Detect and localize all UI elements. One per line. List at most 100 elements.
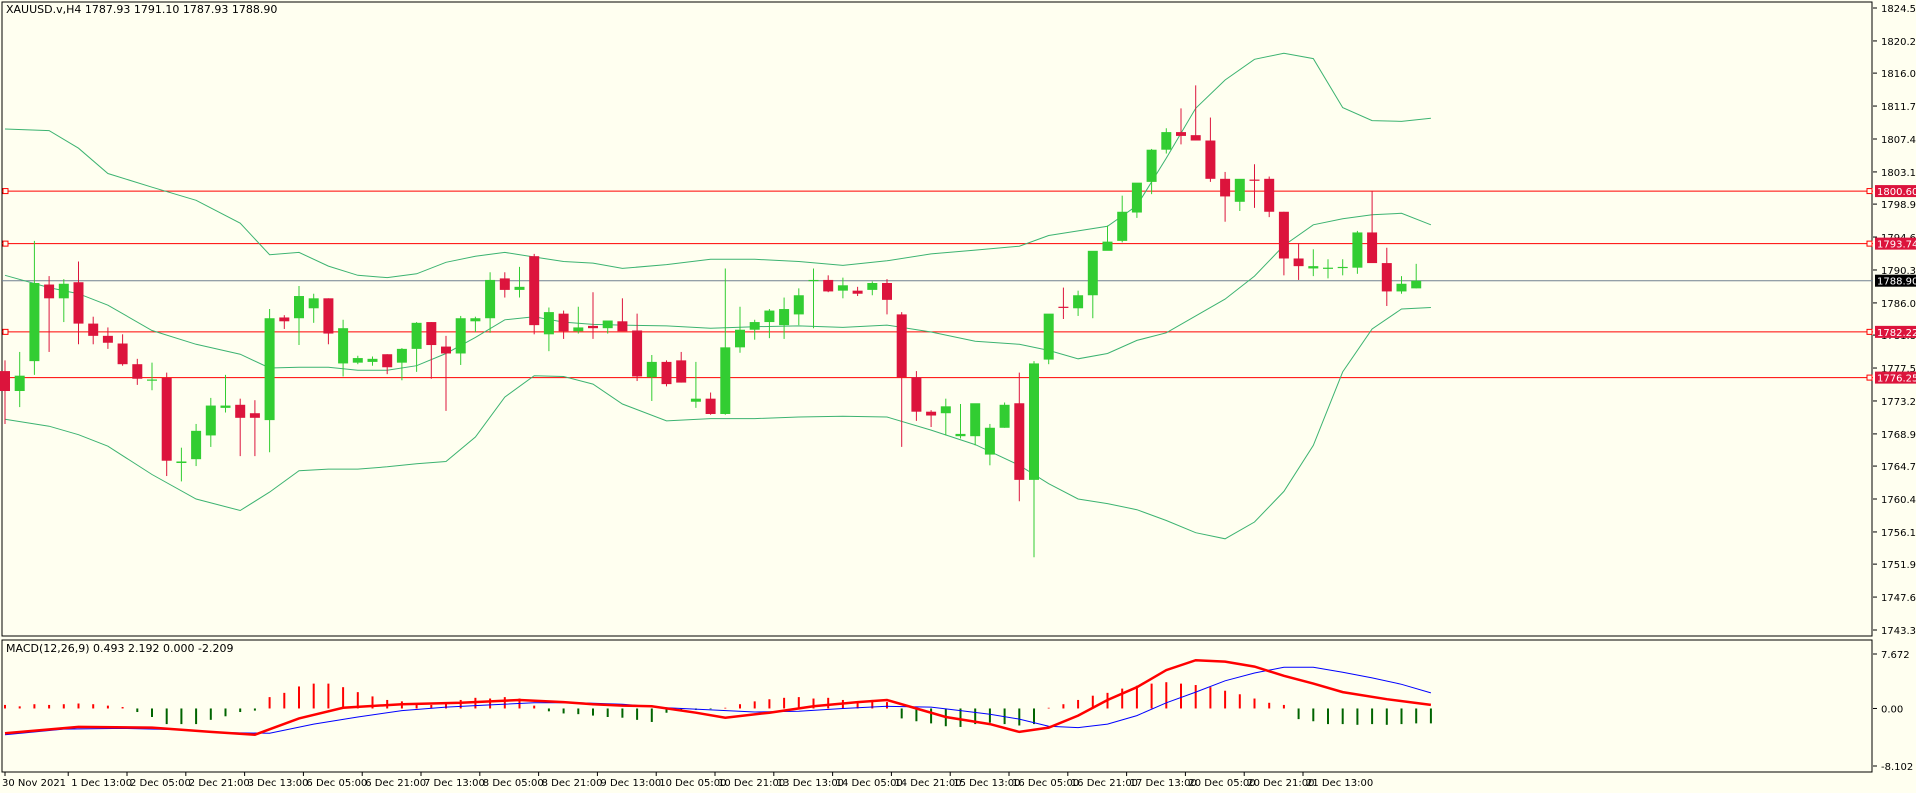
- bull-candle: [1323, 267, 1333, 269]
- time-tick-label: 15 Dec 13:00: [953, 778, 1020, 789]
- level-tag-label: 1776.25: [1877, 374, 1916, 385]
- price-tick-label: 1816.00: [1881, 69, 1916, 80]
- bear-candle: [896, 314, 907, 378]
- bear-candle: [882, 282, 892, 300]
- bull-candle: [1234, 178, 1245, 202]
- level-anchor[interactable]: [1866, 188, 1873, 195]
- bull-candle: [14, 375, 25, 392]
- bear-candle: [852, 290, 863, 294]
- bull-candle: [58, 283, 69, 299]
- time-tick-label: 14 Dec 21:00: [894, 778, 961, 789]
- bull-candle: [338, 328, 349, 364]
- price-tick-label: 1777.50: [1881, 364, 1916, 375]
- time-tick-label: 10 Dec 05:00: [659, 778, 726, 789]
- bull-candle: [764, 310, 775, 323]
- bear-candle: [1278, 211, 1289, 259]
- price-tick-label: 1798.90: [1881, 200, 1916, 211]
- bear-candle: [926, 411, 937, 416]
- bull-candle: [352, 358, 363, 363]
- price-tick-label: 1764.70: [1881, 462, 1916, 473]
- bear-candle: [132, 364, 143, 379]
- level-anchor[interactable]: [2, 328, 9, 335]
- bear-candle: [1367, 232, 1378, 264]
- bear-candle: [426, 322, 437, 346]
- bull-candle: [264, 318, 275, 421]
- level-anchor[interactable]: [1866, 240, 1873, 247]
- level-tag-label: 1782.22: [1877, 328, 1916, 339]
- level-tag-bg: [1875, 325, 1916, 338]
- bull-candle: [191, 430, 202, 460]
- bear-candle: [1190, 135, 1201, 141]
- time-tick-label: 21 Dec 13:00: [1306, 778, 1373, 789]
- bull-candle: [470, 318, 481, 322]
- bull-candle: [543, 312, 554, 335]
- level-anchor[interactable]: [2, 188, 9, 195]
- bull-candle: [808, 279, 819, 282]
- bear-candle: [617, 321, 628, 332]
- level-tag-label: 1788.90: [1877, 277, 1916, 288]
- bull-candle: [205, 405, 216, 436]
- bull-candle: [1146, 149, 1157, 182]
- bull-candle: [573, 327, 584, 332]
- bull-candle: [1337, 266, 1348, 269]
- bear-candle: [0, 371, 10, 392]
- time-tick-label: 9 Dec 13:00: [600, 778, 661, 789]
- time-tick-label: 8 Dec 05:00: [483, 778, 544, 789]
- time-tick-label: 30 Nov 2021: [2, 778, 66, 789]
- time-tick-label: 20 Dec 21:00: [1247, 778, 1314, 789]
- bull-candle: [1411, 280, 1422, 289]
- bull-candle: [793, 295, 804, 315]
- bear-candle: [235, 404, 246, 418]
- bull-candle: [514, 286, 525, 290]
- price-tick-label: 1790.30: [1881, 266, 1916, 277]
- price-tick-label: 1811.70: [1881, 102, 1916, 113]
- bear-candle: [382, 354, 393, 368]
- bear-candle: [73, 282, 84, 324]
- bear-candle: [161, 377, 172, 461]
- time-tick-label: 7 Dec 13:00: [424, 778, 485, 789]
- bull-candle: [294, 296, 304, 319]
- bull-candle: [367, 358, 378, 362]
- bull-candle: [1073, 295, 1084, 309]
- price-tick-label: 1756.10: [1881, 528, 1916, 539]
- bull-candle: [308, 298, 319, 309]
- price-tick-label: 1743.30: [1881, 626, 1916, 637]
- bull-candle: [720, 347, 731, 414]
- bollinger-upper-line: [4, 52, 1431, 279]
- bull-candle: [485, 279, 496, 319]
- level-anchor[interactable]: [2, 240, 9, 247]
- level-anchor[interactable]: [1866, 328, 1873, 335]
- bull-candle: [1087, 250, 1098, 296]
- bear-candle: [499, 278, 510, 290]
- level-tags: 1800.60 1793.74 1782.22 1776.25 1788.90: [1875, 185, 1916, 385]
- level-tag-label: 1800.60: [1877, 187, 1916, 198]
- macd-panel[interactable]: [1, 639, 1873, 773]
- time-tick-label: 6 Dec 21:00: [365, 778, 426, 789]
- bull-candle: [396, 348, 407, 363]
- bear-candle: [705, 398, 716, 414]
- macd-axis: 7.672 0.00 -8.102: [1873, 650, 1913, 773]
- bollinger-lower-line: [4, 307, 1431, 540]
- bull-candle: [602, 320, 613, 329]
- time-tick-label: 17 Dec 13:00: [1130, 778, 1197, 789]
- bull-candle: [1043, 313, 1054, 360]
- bull-candle: [955, 433, 966, 437]
- bear-candle: [1264, 178, 1275, 212]
- bull-candle: [1161, 132, 1172, 150]
- bear-candle: [102, 335, 113, 343]
- time-tick-label: 16 Dec 21:00: [1071, 778, 1138, 789]
- bear-candle: [249, 413, 260, 418]
- price-axis: 1824.50 1820.20 1816.00 1811.70 1807.40 1803.…: [1873, 4, 1916, 637]
- bear-candle: [279, 317, 290, 322]
- macd-main-line: [4, 658, 1432, 736]
- level-anchor[interactable]: [1866, 374, 1873, 381]
- bear-candle: [117, 343, 128, 365]
- bear-candle: [323, 298, 334, 334]
- bear-candle: [1293, 258, 1304, 267]
- bull-candle: [867, 282, 878, 290]
- bear-candle: [441, 346, 451, 354]
- level-tag-label: 1793.74: [1877, 240, 1916, 251]
- price-tick-label: 1773.20: [1881, 397, 1916, 408]
- level-tag-bg: [1875, 371, 1916, 384]
